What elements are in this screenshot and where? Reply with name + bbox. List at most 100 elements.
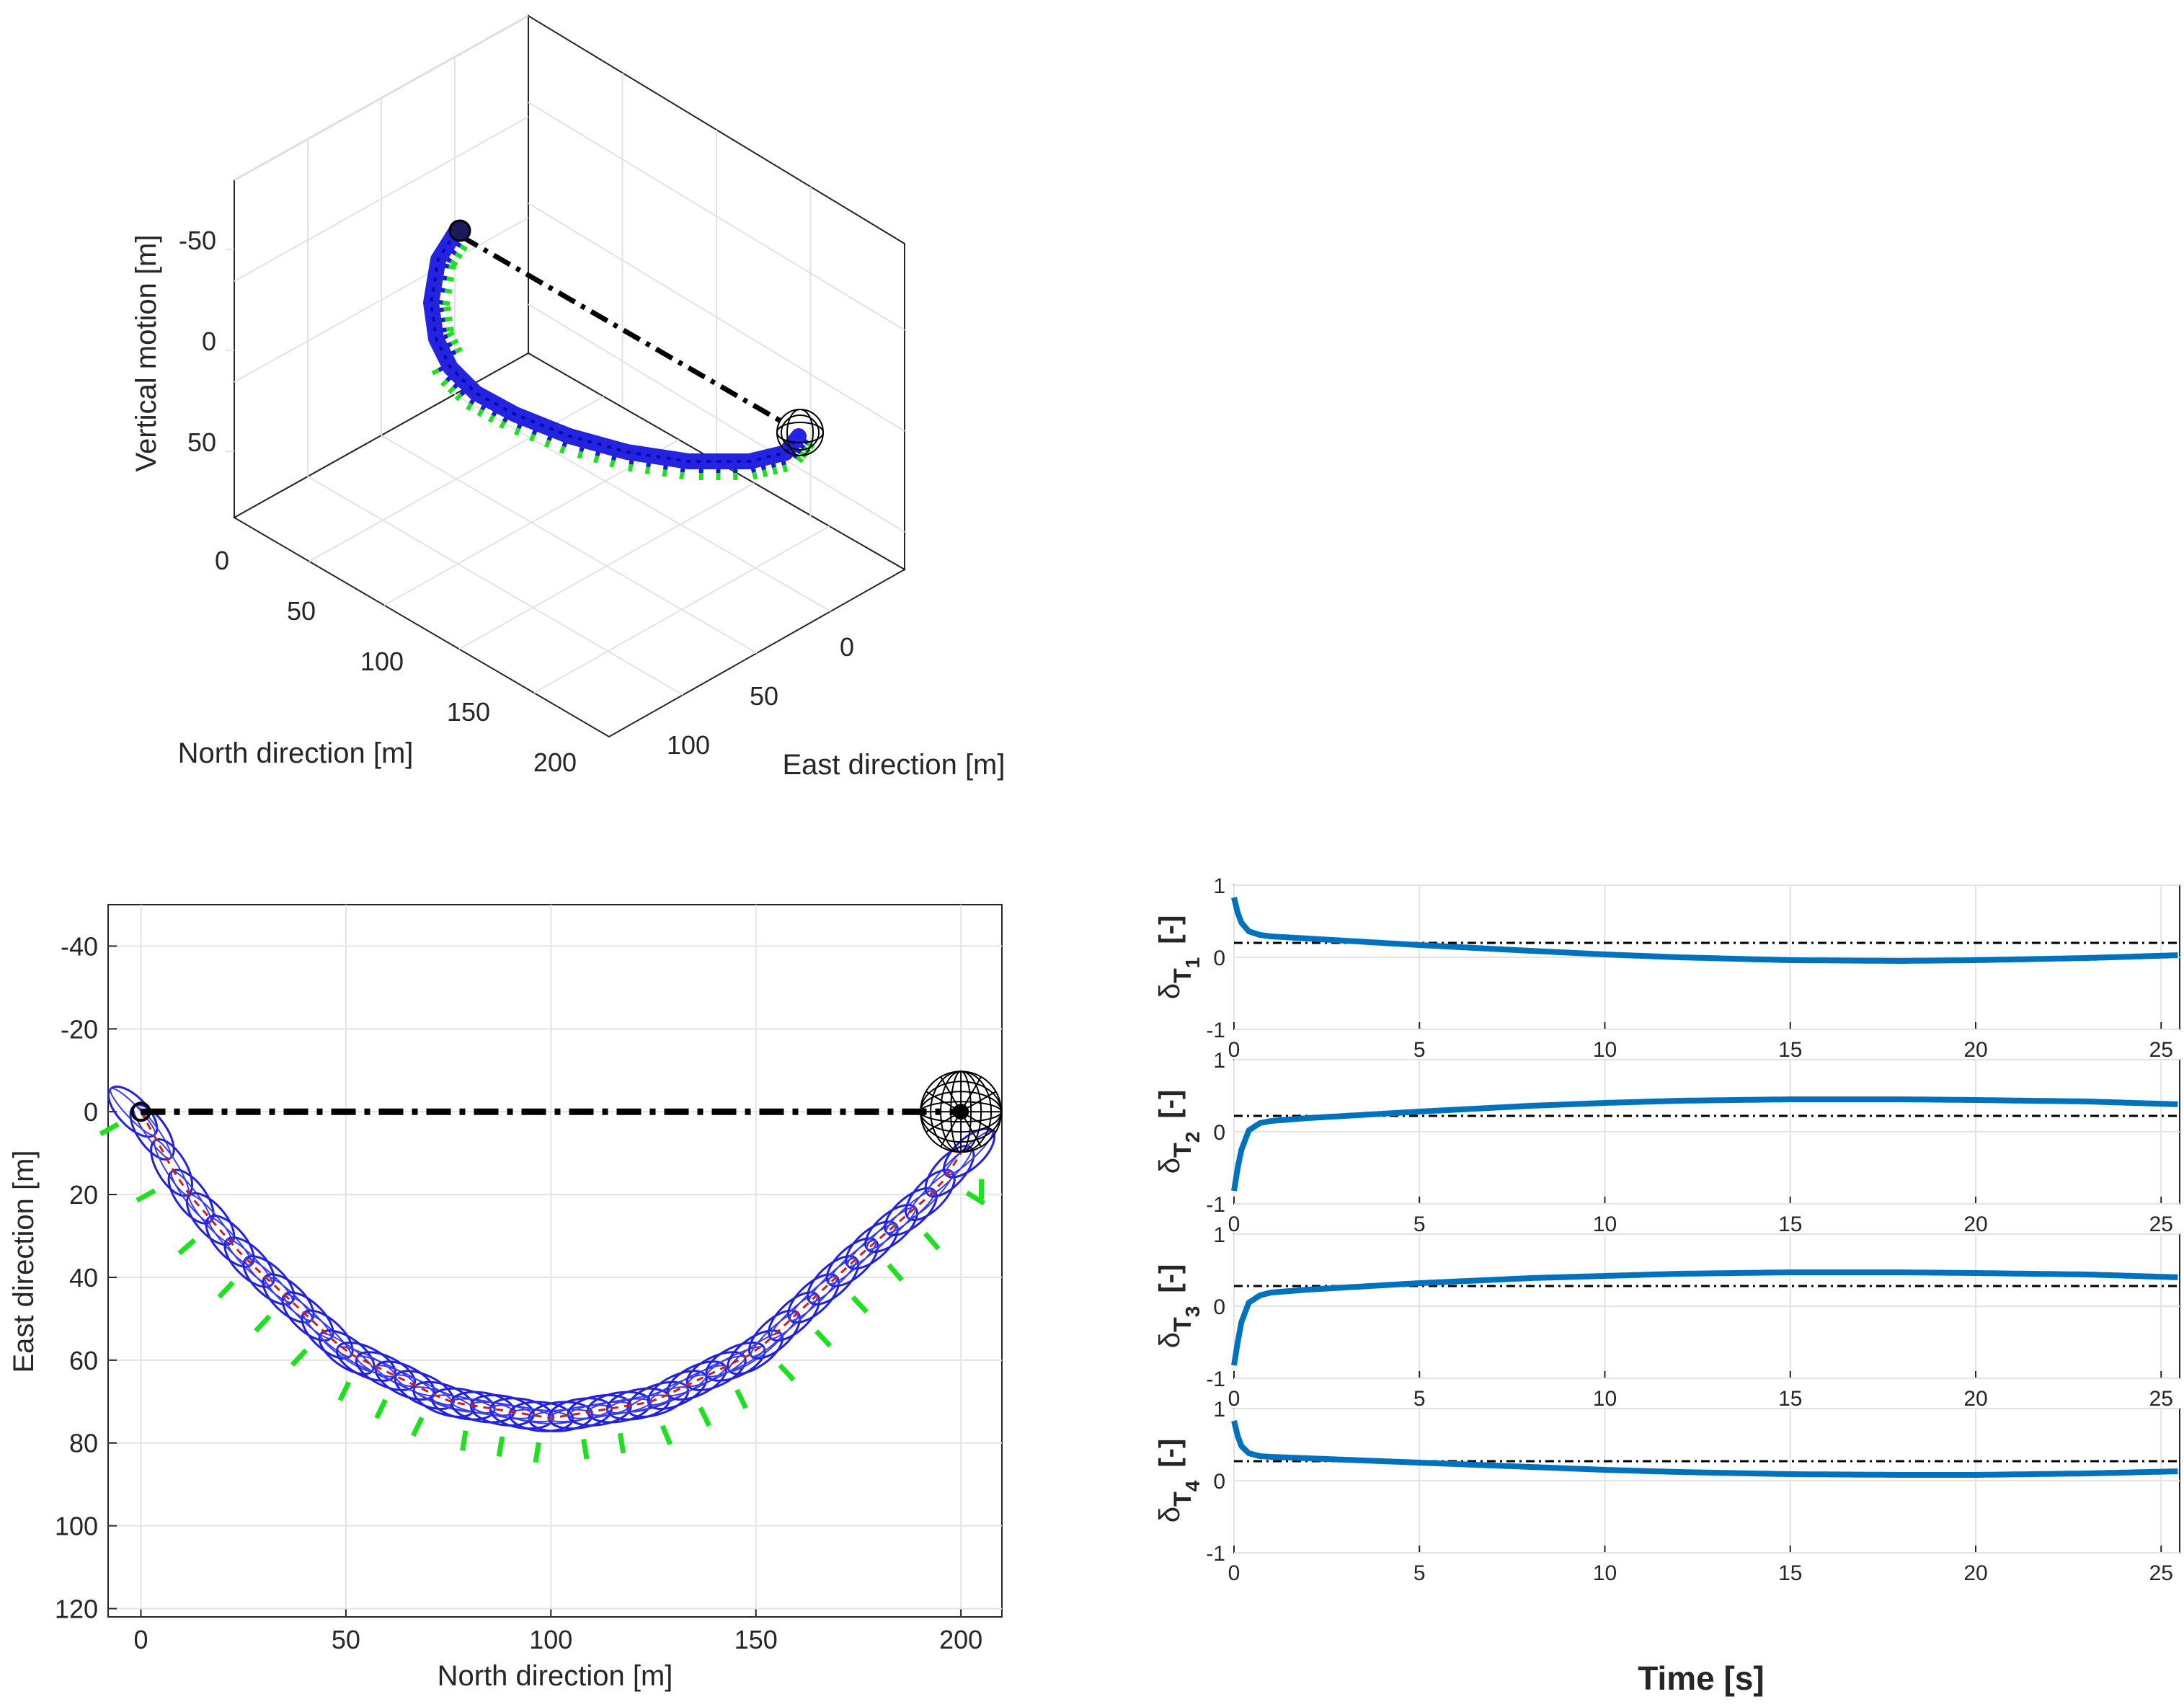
throttle-x-tick-label: 25 [2149, 1387, 2173, 1411]
top-view-attitude-tick [496, 1436, 505, 1458]
throttle-x-tick-label: 0 [1228, 1212, 1240, 1236]
throttle-x-tick-label: 15 [1778, 1561, 1802, 1585]
3d-east-axis-label: East direction [m] [782, 749, 1005, 781]
throttle-series-line [1231, 1420, 2179, 1478]
top-view-attitude-tick [460, 1430, 469, 1451]
top-view-ellipsoid-mesh [431, 1394, 496, 1414]
top-view-attitude-tick [965, 1190, 986, 1206]
top-view-attitude-tick [290, 1348, 308, 1367]
throttle-y-label-unit: [-] [1154, 1264, 1186, 1293]
east-tick-label: 0 [840, 632, 854, 662]
top-view-ellipsoid-mesh [827, 1239, 877, 1285]
throttle-x-tick-label: 10 [1593, 1038, 1617, 1062]
throttle-series-line [1231, 1096, 2179, 1192]
throttle-x-tick-label: 10 [1593, 1387, 1617, 1411]
3d-trajectory-series [423, 224, 815, 480]
top-view-attitude-tick [617, 1432, 626, 1454]
3d-trajectory-mesh [429, 231, 800, 463]
east-tick-label: 100 [667, 730, 710, 760]
target-sphere-center [953, 1104, 969, 1120]
top-view-y-tick-label: 0 [84, 1097, 98, 1127]
top-view-plot: 0 50 100 150 200 -40 -20 0 20 40 60 80 100 120 North … [8, 904, 1003, 1692]
top-view-ellipsoid-mesh [413, 1386, 475, 1413]
throttle-x-tick-label: 25 [2149, 1212, 2173, 1236]
top-view-target-sphere [920, 1070, 1003, 1153]
top-view-x-tick-label: 150 [734, 1625, 778, 1654]
top-view-y-tick-label: 80 [69, 1429, 98, 1458]
3d-north-axis-label: North direction [m] [178, 737, 414, 769]
throttle-y-label-index: 1 [1181, 957, 1204, 969]
throttle-x-tick-label: 20 [1963, 1561, 1987, 1585]
top-view-y-axis-label: East direction [m] [8, 1150, 40, 1373]
top-view-ellipsoid-mesh [647, 1374, 707, 1406]
3d-grid-line [381, 435, 758, 654]
3d-grid-line [234, 217, 529, 383]
3d-z-axis-label: Vertical motion [m] [130, 234, 162, 471]
top-view-y-tick-label: 20 [69, 1180, 98, 1210]
3d-grid-line [528, 102, 905, 331]
throttle-y-label-unit: [-] [1154, 1090, 1186, 1119]
top-view-ellipsoid-mesh [528, 1409, 593, 1424]
throttle-y-label-symbol: δ [1154, 1158, 1186, 1174]
top-view-attitude-tick [374, 1398, 388, 1419]
top-view-attitude-tick [923, 1231, 941, 1251]
top-view-y-tick-label: 40 [69, 1263, 98, 1293]
3d-grid-line [528, 303, 905, 533]
throttle-x-tick-label: 5 [1413, 1038, 1426, 1062]
throttle-y-tick-label: 0 [1213, 1470, 1225, 1494]
top-view-y-tick-label: 120 [55, 1595, 98, 1624]
top-view-y-tick-label: 60 [69, 1346, 98, 1375]
top-view-attitude-tick [734, 1388, 748, 1409]
throttle-y-axis-label: δT3 [-] [1154, 1264, 1204, 1349]
top-view-x-tick-label: 200 [939, 1625, 982, 1654]
top-view-attitude-tick [814, 1329, 833, 1348]
top-view-ellipsoid-mesh [244, 1257, 293, 1303]
top-view-y-tick-label: 100 [55, 1512, 98, 1541]
north-tick-label: 200 [533, 748, 577, 777]
top-view-attitude-tick [254, 1314, 272, 1333]
throttle-series-line [1231, 897, 2179, 964]
3d-grid-line [307, 476, 684, 696]
throttle-x-tick-label: 5 [1413, 1561, 1426, 1585]
vertical-tick-label: 50 [187, 427, 216, 457]
throttle-y-label-sub: T [1169, 1491, 1197, 1507]
throttle-x-tick-label: 20 [1963, 1038, 1987, 1062]
top-view-ellipsoid-mesh [706, 1346, 765, 1378]
throttle-x-tick-label: 15 [1778, 1212, 1802, 1236]
top-view-attitude-tick [778, 1363, 796, 1382]
throttle-series-line [1231, 1269, 2179, 1366]
3d-direct-line [460, 234, 787, 427]
throttle-y-label-symbol: δ [1154, 983, 1186, 999]
top-view-attitude-tick [581, 1438, 590, 1460]
top-view-ellipsoid-mesh [337, 1346, 396, 1378]
vertical-tick-label: 0 [202, 327, 216, 356]
throttle-y-axis-label: δT4 [-] [1154, 1439, 1204, 1523]
throttle-y-tick-label: -1 [1206, 1019, 1225, 1042]
throttle-x-tick-label: 0 [1228, 1561, 1240, 1585]
top-view-y-tick-label: -20 [61, 1014, 98, 1044]
throttle-y-tick-label: 1 [1213, 1049, 1225, 1073]
throttle-y-label-sub: T [1169, 968, 1197, 983]
3d-grid [226, 15, 905, 696]
throttle-y-tick-label: -1 [1206, 1367, 1225, 1391]
throttle-x-tick-label: 25 [2149, 1561, 2173, 1585]
throttle-y-tick-label: 1 [1213, 1398, 1225, 1422]
throttle-y-label-index: 2 [1181, 1132, 1204, 1143]
top-view-x-tick-label: 100 [529, 1625, 572, 1654]
north-tick-label: 0 [215, 546, 229, 575]
throttle-y-tick-label: -1 [1206, 1193, 1225, 1217]
top-view-x-tick-label: 50 [332, 1625, 360, 1654]
throttle-x-tick-label: 10 [1593, 1212, 1617, 1236]
throttle-x-tick-label: 0 [1228, 1038, 1240, 1062]
throttle-x-tick-label: 5 [1413, 1212, 1426, 1236]
throttle-x-tick-label: 0 [1228, 1387, 1240, 1411]
top-view-centerline [140, 1111, 962, 1419]
throttle-y-tick-label: 1 [1213, 1223, 1225, 1247]
east-tick-label: 50 [750, 681, 778, 711]
vertical-tick-label: -50 [179, 226, 216, 255]
top-view-y-tick-label: -40 [61, 931, 98, 961]
